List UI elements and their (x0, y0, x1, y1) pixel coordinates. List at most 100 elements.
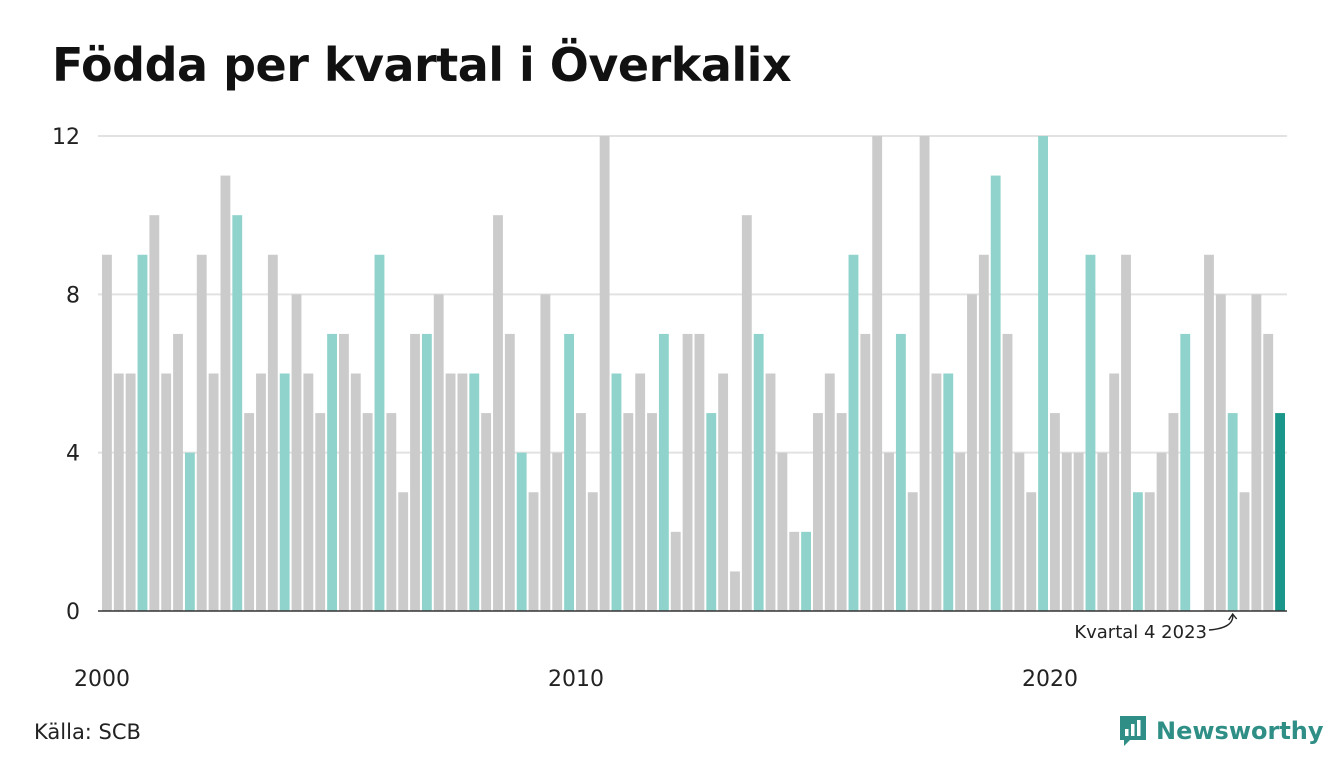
bar (1097, 452, 1108, 611)
annotation-arrow (1208, 613, 1234, 631)
bar (611, 373, 622, 611)
bar (493, 215, 503, 612)
bar (457, 373, 468, 611)
bar (884, 452, 894, 611)
x-tick-label: 2020 (1022, 667, 1078, 692)
bar (753, 333, 764, 611)
bar (1002, 333, 1013, 611)
y-tick-label: 4 (66, 442, 80, 467)
bar (1073, 452, 1084, 611)
bar (623, 413, 634, 611)
bar (1144, 492, 1155, 611)
bar (1204, 254, 1214, 611)
bar (919, 136, 930, 611)
bar (990, 175, 1001, 611)
bar (421, 333, 432, 611)
bar (1156, 452, 1167, 611)
bar (1085, 254, 1096, 611)
bar (125, 373, 136, 611)
chart-title: Födda per kvartal i Överkalix (52, 38, 792, 92)
bar (765, 373, 776, 611)
bar (978, 254, 989, 611)
bars (102, 136, 1285, 612)
annotation-label: Kvartal 4 2023 (1074, 622, 1207, 643)
bar (694, 333, 705, 611)
bar (860, 333, 871, 611)
bar (706, 413, 717, 611)
bar (1014, 452, 1025, 611)
y-tick-labels: 0 4 8 12 (52, 125, 80, 625)
bar (350, 373, 361, 611)
source-note: Källa: SCB (34, 720, 141, 744)
bar (895, 333, 906, 611)
bar (1121, 254, 1131, 611)
bar (374, 254, 385, 611)
bar (943, 373, 954, 611)
bar (1263, 333, 1274, 611)
annotation: Kvartal 4 2023 (1074, 612, 1238, 643)
bar (777, 452, 788, 611)
bar (279, 373, 290, 611)
bar (801, 531, 811, 611)
bar (1275, 413, 1285, 611)
bar (137, 254, 148, 611)
y-tick-label: 0 (66, 600, 80, 625)
bar (540, 294, 551, 611)
bar (102, 254, 112, 611)
bar (256, 373, 266, 611)
bar (516, 452, 527, 611)
bar (267, 254, 278, 611)
bar (599, 136, 610, 611)
bar (848, 254, 859, 611)
newsworthy-logo-icon (1120, 716, 1146, 746)
bar (647, 413, 657, 611)
bar (113, 373, 124, 611)
bar-chart: 0 4 8 12 2000 2010 2020 Kvartal 4 2023 (52, 125, 1287, 692)
bar (303, 373, 314, 611)
bar (291, 294, 302, 611)
x-tick-label: 2000 (74, 667, 130, 692)
bar (220, 175, 231, 611)
bar (955, 452, 966, 611)
bar (327, 333, 337, 611)
brand-name: Newsworthy (1156, 717, 1324, 745)
bar (161, 373, 172, 611)
bar (528, 492, 539, 611)
bar (682, 333, 693, 611)
bar (469, 373, 480, 611)
bar (1215, 294, 1226, 611)
bar (658, 333, 669, 611)
bar (232, 215, 243, 612)
bar (1038, 136, 1048, 611)
bar (1026, 492, 1037, 611)
bar (504, 333, 515, 611)
bar (481, 413, 492, 611)
bar (1050, 413, 1060, 611)
bar (339, 333, 349, 611)
bar (149, 215, 160, 612)
bar (1239, 492, 1250, 611)
bar (1227, 413, 1238, 611)
bar (730, 571, 740, 611)
bar (718, 373, 729, 611)
bar (967, 294, 977, 611)
bar (184, 452, 195, 611)
bar (587, 492, 598, 611)
bar (552, 452, 563, 611)
bar (789, 531, 800, 611)
bar (173, 333, 183, 611)
bar (410, 333, 420, 611)
bar (576, 413, 586, 611)
bar (824, 373, 835, 611)
bar (208, 373, 219, 611)
bar (433, 294, 444, 611)
x-tick-labels: 2000 2010 2020 (74, 667, 1078, 692)
x-tick-label: 2010 (548, 667, 604, 692)
bar (1109, 373, 1120, 611)
bar (386, 413, 397, 611)
brand: Newsworthy (1118, 714, 1324, 748)
bar (564, 333, 574, 611)
bar (741, 215, 752, 612)
bar (1168, 413, 1179, 611)
bar (244, 413, 255, 611)
